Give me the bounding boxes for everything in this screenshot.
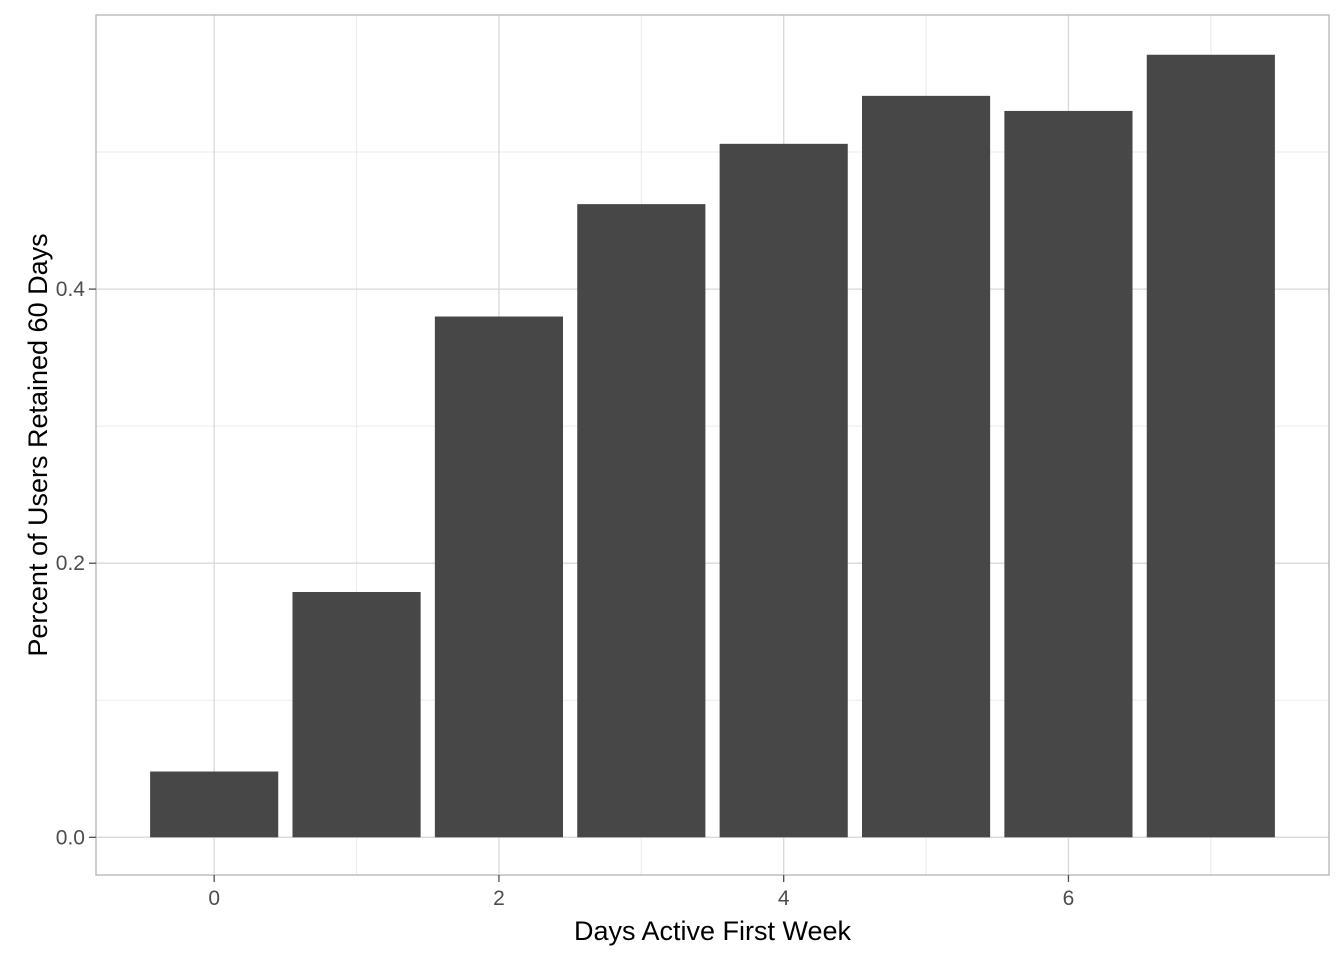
bar-6 — [1004, 110, 1133, 838]
bars — [150, 54, 1275, 838]
x-tick-label: 4 — [778, 887, 790, 910]
y-axis-title: Percent of Users Retained 60 Days — [23, 233, 53, 656]
x-axis-title: Days Active First Week — [574, 916, 852, 946]
x-tick-label: 0 — [208, 887, 220, 910]
major-gridlines — [96, 15, 1329, 875]
x-axis-ticks: 0 2 4 6 — [208, 875, 1074, 910]
bar-3 — [577, 204, 706, 838]
x-tick-label: 6 — [1063, 887, 1075, 910]
bar-5 — [861, 95, 991, 838]
x-tick-label: 2 — [493, 887, 505, 910]
y-tick-label: 0.2 — [56, 552, 85, 575]
bar-7 — [1146, 54, 1275, 838]
y-tick-label: 0.0 — [56, 826, 85, 849]
y-axis-ticks: 0.0 0.2 0.4 — [56, 278, 96, 849]
minor-gridlines — [96, 15, 1329, 875]
bar-2 — [434, 316, 564, 838]
panel-border — [95, 14, 1330, 876]
bar-1 — [292, 591, 421, 838]
y-tick-label: 0.4 — [56, 278, 86, 301]
bar-4 — [719, 143, 848, 838]
bar-0 — [150, 771, 279, 838]
